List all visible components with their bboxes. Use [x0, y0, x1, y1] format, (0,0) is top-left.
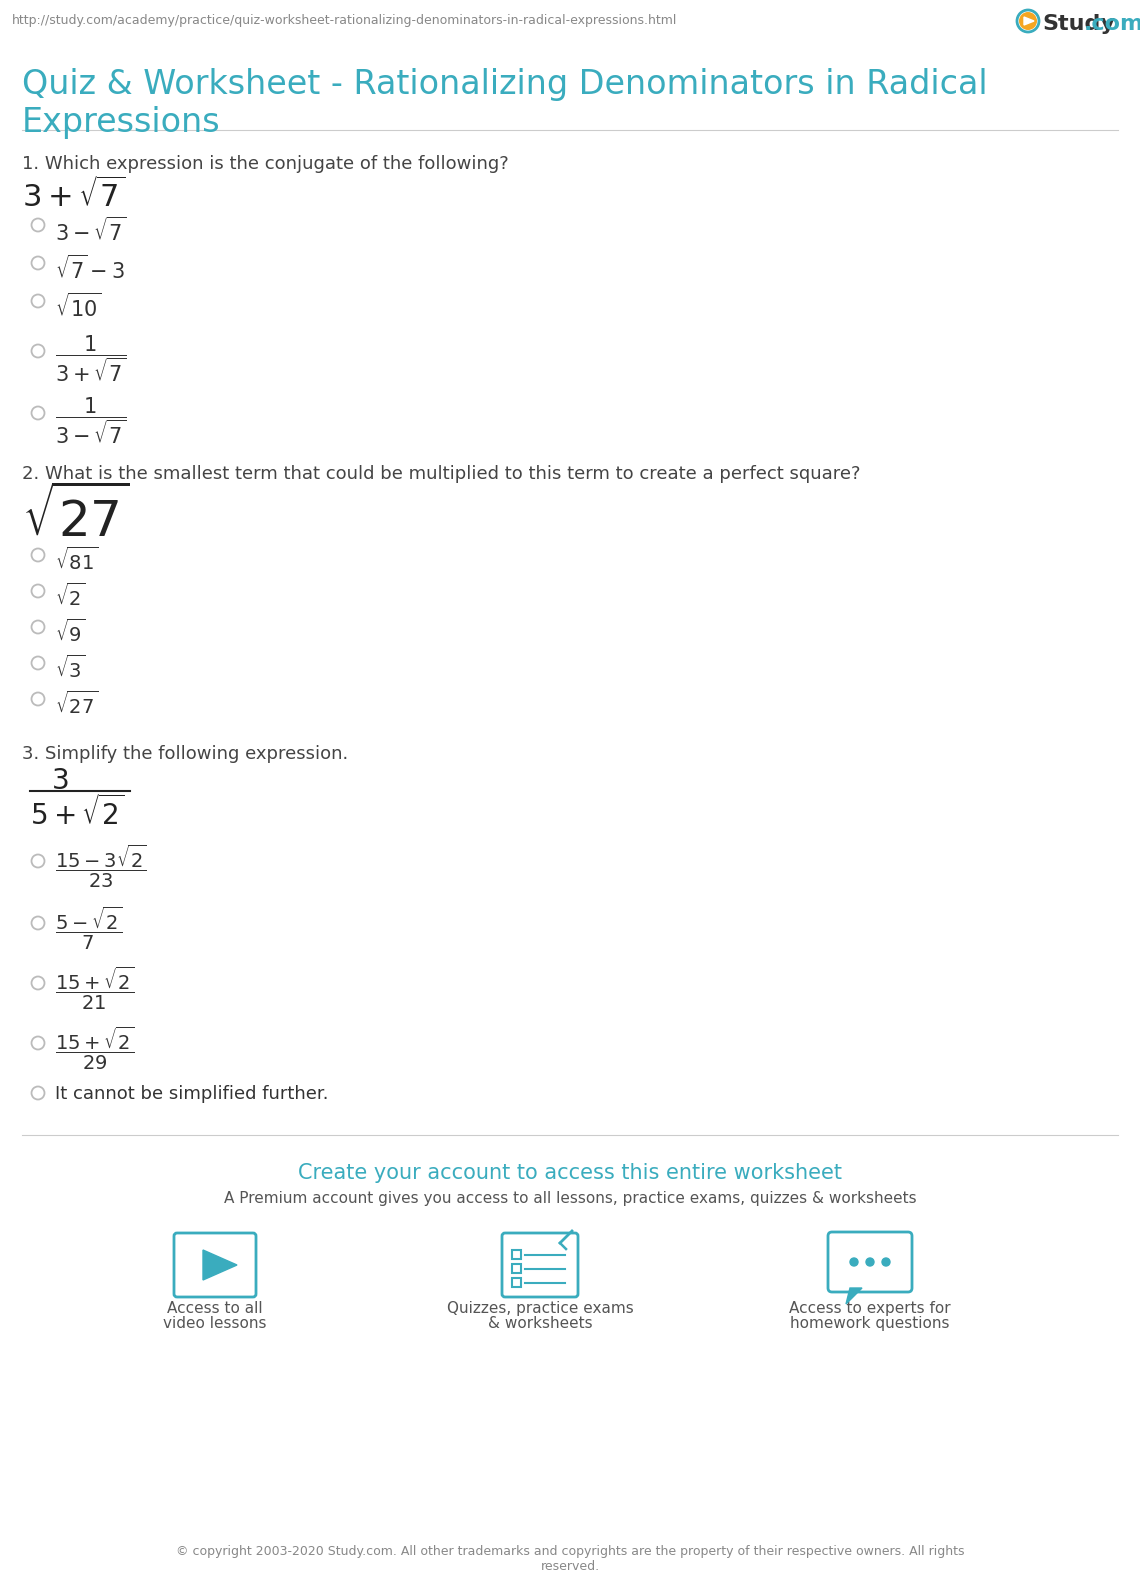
Text: Create your account to access this entire worksheet: Create your account to access this entir… [298, 1162, 842, 1183]
Text: $\sqrt{81}$: $\sqrt{81}$ [55, 547, 98, 574]
Text: $\sqrt{10}$: $\sqrt{10}$ [55, 293, 101, 321]
Text: 1. Which expression is the conjugate of the following?: 1. Which expression is the conjugate of … [22, 154, 508, 173]
Circle shape [850, 1258, 858, 1266]
Text: $3$: $3$ [51, 766, 68, 795]
Text: 3. Simplify the following expression.: 3. Simplify the following expression. [22, 746, 348, 763]
Circle shape [1019, 13, 1037, 30]
Text: © copyright 2003-2020 Study.com. All other trademarks and copyrights are the pro: © copyright 2003-2020 Study.com. All oth… [176, 1545, 964, 1573]
Text: .com: .com [1084, 14, 1140, 33]
Text: $\dfrac{15 - 3\sqrt{2}}{23}$: $\dfrac{15 - 3\sqrt{2}}{23}$ [55, 843, 147, 890]
Bar [512, 1278, 521, 1286]
Text: & worksheets: & worksheets [488, 1317, 593, 1331]
Text: Quiz & Worksheet - Rationalizing Denominators in Radical: Quiz & Worksheet - Rationalizing Denomin… [22, 68, 987, 102]
Text: $\dfrac{1}{3 - \sqrt{7}}$: $\dfrac{1}{3 - \sqrt{7}}$ [55, 394, 127, 445]
Text: Access to all: Access to all [168, 1301, 263, 1317]
Polygon shape [203, 1250, 237, 1280]
Text: Expressions: Expressions [22, 107, 221, 138]
Text: $\sqrt{27}$: $\sqrt{27}$ [55, 692, 98, 719]
Text: It cannot be simplified further.: It cannot be simplified further. [55, 1084, 328, 1103]
Text: $\sqrt{7} - 3$: $\sqrt{7} - 3$ [55, 254, 125, 283]
Text: $\dfrac{15 + \sqrt{2}}{21}$: $\dfrac{15 + \sqrt{2}}{21}$ [55, 965, 135, 1013]
Circle shape [882, 1258, 890, 1266]
Text: video lessons: video lessons [163, 1317, 267, 1331]
Text: http://study.com/academy/practice/quiz-worksheet-rationalizing-denominators-in-r: http://study.com/academy/practice/quiz-w… [13, 14, 677, 27]
Circle shape [866, 1258, 874, 1266]
Text: $\sqrt{2}$: $\sqrt{2}$ [55, 584, 86, 611]
Text: $3 + \sqrt{7}$: $3 + \sqrt{7}$ [22, 176, 125, 213]
Text: 2. What is the smallest term that could be multiplied to this term to create a p: 2. What is the smallest term that could … [22, 464, 861, 483]
Polygon shape [1024, 17, 1034, 25]
Text: $\dfrac{15 + \sqrt{2}}{29}$: $\dfrac{15 + \sqrt{2}}{29}$ [55, 1026, 135, 1072]
Text: $5 + \sqrt{2}$: $5 + \sqrt{2}$ [30, 795, 124, 832]
Text: A Premium account gives you access to all lessons, practice exams, quizzes & wor: A Premium account gives you access to al… [223, 1191, 917, 1205]
Text: $\dfrac{5 - \sqrt{2}}{7}$: $\dfrac{5 - \sqrt{2}}{7}$ [55, 905, 122, 952]
Text: $3 - \sqrt{7}$: $3 - \sqrt{7}$ [55, 216, 127, 245]
Text: $\dfrac{1}{3 + \sqrt{7}}$: $\dfrac{1}{3 + \sqrt{7}}$ [55, 332, 127, 383]
Text: Study: Study [1042, 14, 1115, 33]
Text: $\sqrt{9}$: $\sqrt{9}$ [55, 619, 86, 646]
Text: Access to experts for: Access to experts for [789, 1301, 951, 1317]
Bar [512, 1250, 521, 1259]
Text: Quizzes, practice exams: Quizzes, practice exams [447, 1301, 634, 1317]
Text: $\sqrt{3}$: $\sqrt{3}$ [55, 655, 86, 682]
Text: $\sqrt{27}$: $\sqrt{27}$ [22, 487, 130, 547]
Bar [512, 1264, 521, 1274]
Polygon shape [846, 1288, 862, 1304]
Text: homework questions: homework questions [790, 1317, 950, 1331]
